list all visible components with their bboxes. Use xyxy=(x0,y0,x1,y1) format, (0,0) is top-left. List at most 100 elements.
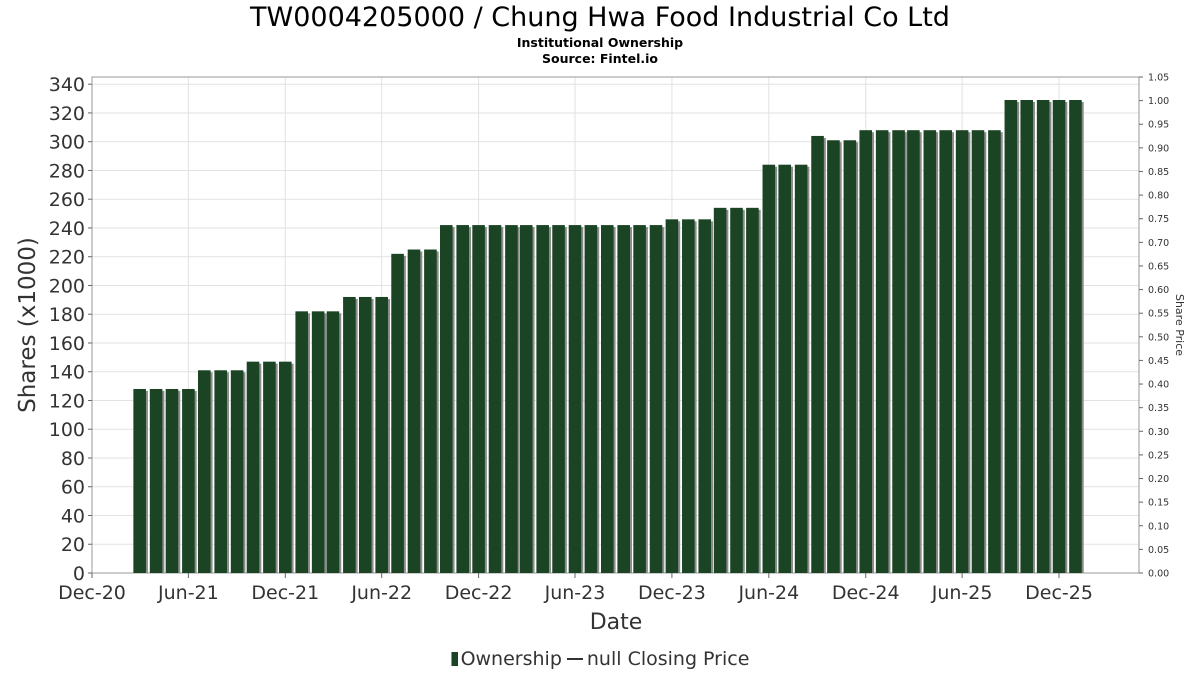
x-tick-label: Dec-20 xyxy=(58,582,126,604)
ownership-bar xyxy=(665,219,679,573)
ownership-bar xyxy=(875,130,889,573)
y-tick-label: 40 xyxy=(61,505,85,527)
x-axis: Dec-20 Jun-21 Dec-21 Jun-22 Dec-22 Jun-23 Dec-… xyxy=(58,573,1093,604)
y2-tick-label: 0.25 xyxy=(1148,450,1169,461)
ownership-bar xyxy=(730,207,743,573)
y-tick-label: 200 xyxy=(49,275,85,297)
ownership-bar xyxy=(311,311,325,573)
ownership-bar xyxy=(1004,100,1018,573)
ownership-bar xyxy=(295,311,309,573)
y2-tick-label: 0.05 xyxy=(1148,545,1169,556)
ownership-bar xyxy=(214,370,227,573)
y-tick-label: 220 xyxy=(49,247,85,269)
ownership-bar xyxy=(923,130,937,573)
x-tick-label: Jun-22 xyxy=(350,582,412,604)
x-tick-label: Dec-21 xyxy=(251,582,319,604)
x-tick-label: Dec-22 xyxy=(445,582,513,604)
ownership-bar xyxy=(1036,100,1050,573)
ownership-bar xyxy=(633,225,646,573)
ownership-bar xyxy=(988,130,1001,573)
ownership-bar xyxy=(907,130,920,573)
y-tick-label: 120 xyxy=(49,390,85,412)
ownership-bar xyxy=(536,225,549,573)
y2-tick-label: 0.70 xyxy=(1148,238,1169,249)
ownership-bar xyxy=(971,130,985,573)
y2-tick-label: 0.65 xyxy=(1148,261,1169,272)
price-legend-label: null Closing Price xyxy=(586,648,750,670)
ownership-bar xyxy=(472,225,485,573)
y-tick-label: 0 xyxy=(73,563,85,585)
y2-tick-label: 0.75 xyxy=(1148,214,1169,225)
ownership-bar xyxy=(505,225,518,573)
ownership-bar xyxy=(698,219,712,573)
x-tick-label: Dec-25 xyxy=(1025,582,1093,604)
y2-tick-label: 0.60 xyxy=(1148,285,1169,296)
ownership-legend-swatch xyxy=(450,652,458,666)
y-tick-label: 140 xyxy=(49,362,85,384)
y2-tick-label: 0.40 xyxy=(1148,380,1169,391)
ownership-bar xyxy=(165,388,179,573)
y2-tick-label: 0.85 xyxy=(1148,167,1169,178)
ownership-bar xyxy=(133,388,146,573)
ownership-bar xyxy=(519,225,533,573)
y-tick-label: 300 xyxy=(49,132,85,154)
y-tick-label: 260 xyxy=(49,189,85,211)
ownership-bar xyxy=(746,207,759,573)
y-axis-label: Shares (x1000) xyxy=(15,237,41,413)
ownership-bar xyxy=(182,388,195,573)
ownership-bar xyxy=(811,135,824,573)
ownership-bar xyxy=(892,130,905,573)
x-tick-label: Dec-24 xyxy=(832,582,900,604)
ownership-bar xyxy=(343,296,356,573)
y2-tick-label: 1.00 xyxy=(1148,96,1169,107)
x-tick-label: Jun-24 xyxy=(737,582,799,604)
ownership-bar xyxy=(326,311,340,573)
y-tick-label: 280 xyxy=(49,160,85,182)
chart-source: Source: Fintel.io xyxy=(542,51,658,66)
ownership-bar xyxy=(843,140,857,573)
ownership-bar xyxy=(649,225,663,573)
ownership-bar xyxy=(456,225,470,573)
y2-tick-label: 0.00 xyxy=(1148,569,1169,580)
ownership-bar xyxy=(762,164,776,573)
ownership-bar xyxy=(955,130,969,573)
ownership-bar xyxy=(617,225,630,573)
ownership-bar xyxy=(246,361,260,573)
ownership-bar xyxy=(794,164,808,573)
y2-tick-label: 0.50 xyxy=(1148,332,1169,343)
ownership-bar xyxy=(230,370,244,573)
ownership-bar xyxy=(552,225,565,573)
y2-tick-label: 0.35 xyxy=(1148,403,1169,414)
y2-tick-label: 0.55 xyxy=(1148,309,1169,320)
y-tick-label: 240 xyxy=(49,218,85,240)
ownership-bar xyxy=(682,219,695,573)
y2-tick-label: 0.20 xyxy=(1148,474,1169,485)
y-tick-label: 160 xyxy=(49,333,85,355)
ownership-bar xyxy=(488,225,502,573)
ownership-bar xyxy=(778,164,791,573)
x-tick-label: Jun-25 xyxy=(931,582,993,604)
x-tick-label: Jun-23 xyxy=(544,582,606,604)
x-tick-label: Dec-23 xyxy=(638,582,706,604)
y-tick-label: 100 xyxy=(49,419,85,441)
ownership-bar xyxy=(391,253,404,573)
y2-axis-label: Share Price xyxy=(1173,294,1186,356)
price-legend-line xyxy=(566,658,583,660)
ownership-bar xyxy=(1069,100,1082,573)
chart-legend: Ownership null Closing Price xyxy=(0,648,1200,670)
ownership-bar xyxy=(263,361,276,573)
ownership-bar xyxy=(713,207,727,573)
ownership-bar xyxy=(375,296,388,573)
ownership-bar xyxy=(568,225,582,573)
y2-tick-label: 0.15 xyxy=(1148,498,1169,509)
y2-tick-label: 0.30 xyxy=(1148,427,1169,438)
y2-tick-label: 1.05 xyxy=(1148,73,1169,84)
ownership-bar xyxy=(279,361,292,573)
ownership-bar xyxy=(407,249,421,574)
y2-tick-label: 0.45 xyxy=(1148,356,1169,367)
y-tick-label: 320 xyxy=(49,103,85,125)
ownership-bar xyxy=(358,296,372,573)
y-tick-label: 20 xyxy=(61,534,85,556)
y-tick-label: 340 xyxy=(49,74,85,96)
y2-tick-label: 0.10 xyxy=(1148,521,1169,532)
